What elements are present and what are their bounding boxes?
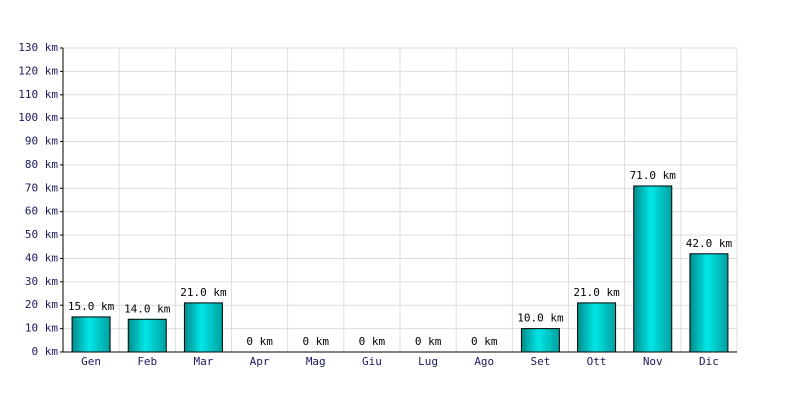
data-label: 21.0 km	[180, 286, 227, 299]
x-tick-label: Gen	[81, 355, 101, 368]
data-label: 10.0 km	[517, 312, 564, 325]
y-tick-label: 0 km	[32, 345, 59, 358]
y-tick-label: 60 km	[25, 205, 58, 218]
bar	[577, 302, 617, 353]
data-label: 14.0 km	[124, 302, 171, 315]
y-tick-label: 10 km	[25, 322, 58, 335]
x-tick-label: Mag	[306, 355, 326, 368]
x-tick-label: Set	[530, 355, 550, 368]
y-tick-label: 100 km	[18, 111, 58, 124]
data-label: 42.0 km	[686, 237, 733, 250]
y-tick-label: 120 km	[18, 64, 58, 77]
data-label: 0 km	[415, 335, 442, 348]
y-tick-label: 20 km	[25, 298, 58, 311]
data-label: 0 km	[359, 335, 386, 348]
y-tick-label: 80 km	[25, 158, 58, 171]
data-label: 15.0 km	[68, 300, 115, 313]
y-tick-label: 70 km	[25, 181, 58, 194]
x-tick-label: Lug	[418, 355, 438, 368]
bar	[520, 328, 560, 353]
x-tick-label: Apr	[250, 355, 270, 368]
bar	[71, 316, 111, 353]
x-tick-label: Feb	[137, 355, 157, 368]
y-tick-label: 40 km	[25, 251, 58, 264]
data-label: 0 km	[303, 335, 330, 348]
x-tick-label: Ott	[587, 355, 607, 368]
x-tick-label: Mar	[193, 355, 213, 368]
x-tick-label: Ago	[474, 355, 494, 368]
y-tick-label: 110 km	[18, 88, 58, 101]
bar	[633, 185, 673, 353]
y-tick-label: 130 km	[18, 41, 58, 54]
y-tick-label: 90 km	[25, 135, 58, 148]
data-label: 0 km	[246, 335, 273, 348]
y-tick-label: 50 km	[25, 228, 58, 241]
x-tick-label: Dic	[699, 355, 719, 368]
data-label: 0 km	[471, 335, 498, 348]
bar	[689, 253, 729, 353]
y-tick-label: 30 km	[25, 275, 58, 288]
bar	[183, 302, 223, 353]
data-label: 71.0 km	[630, 169, 677, 182]
x-tick-label: Nov	[643, 355, 663, 368]
x-tick-label: Giu	[362, 355, 382, 368]
bar	[127, 318, 167, 353]
data-label: 21.0 km	[573, 286, 620, 299]
